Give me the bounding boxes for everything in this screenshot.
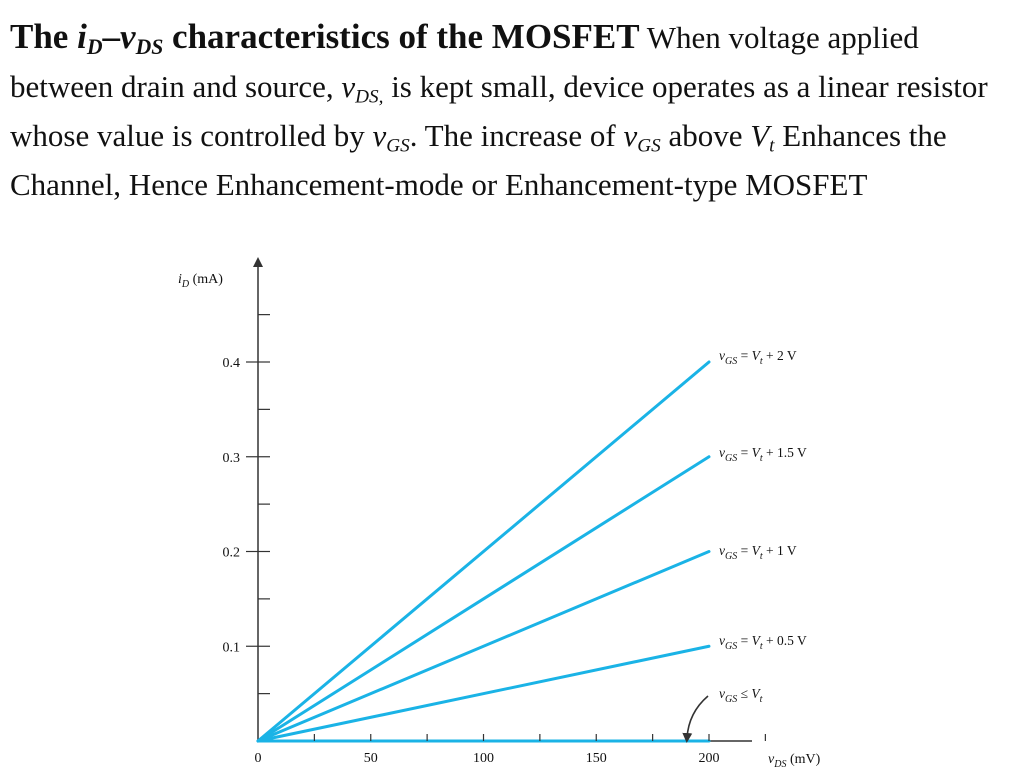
y-tick-label: 0.2 <box>223 546 241 561</box>
para-vgs-1: vGS <box>372 118 410 157</box>
y-tick-label: 0.4 <box>223 356 241 371</box>
para-increase: . The increase of <box>409 118 616 153</box>
series-label: vGS ≤ Vt <box>719 686 763 705</box>
slide-text: The iD–vDS characteristics of the MOSFET… <box>10 12 1010 209</box>
series-lines <box>256 360 711 743</box>
para-vds: vDS, <box>341 69 384 108</box>
series-line <box>256 644 711 743</box>
para-when: When voltage applied between drain and s… <box>10 20 919 104</box>
series-labels: vGS = Vt + 2 V vGS = Vt + 1.5 V vGS = Vt +… <box>719 348 807 705</box>
para-vgs-2: vGS <box>623 118 661 157</box>
para-mid: is kept small, device operates as a line… <box>10 69 988 153</box>
axes <box>253 257 752 742</box>
para-end: Enhances the Channel, Hence Enhancement-… <box>10 118 947 202</box>
x-tick-label: 100 <box>473 751 494 766</box>
series-label: vGS = Vt + 2 V <box>719 348 797 367</box>
para-vt: Vt <box>750 118 775 157</box>
series-label: vGS = Vt + 0.5 V <box>719 633 807 652</box>
y-tick-label: 0.1 <box>223 640 241 655</box>
x-tick-label: 150 <box>586 751 607 766</box>
title-v-sub: DS <box>135 35 164 60</box>
title-v: v <box>120 17 136 56</box>
cutoff-arrow <box>682 695 709 743</box>
title-dash: – <box>102 17 121 56</box>
x-tick-label: 50 <box>364 751 378 766</box>
title-suffix: characteristics of the MOSFET <box>172 17 640 56</box>
title-i: i <box>77 17 87 56</box>
y-axis-label: iD (mA) <box>178 272 223 290</box>
series-label: vGS = Vt + 1.5 V <box>719 445 807 464</box>
title-prefix: The <box>10 17 69 56</box>
y-tick-label: 0.3 <box>223 451 241 466</box>
series-line <box>256 455 711 743</box>
series-line <box>256 360 711 743</box>
x-tick-label: 0 <box>255 751 262 766</box>
series-label: vGS = Vt + 1 V <box>719 543 797 562</box>
axis-labels: iD (mA) vDS (mV) <box>178 272 821 768</box>
series-line <box>256 550 711 743</box>
ticks: 0.1 0.2 0.3 0.4 0 50 100 150 200 <box>223 314 766 766</box>
x-tick-label: 200 <box>699 751 720 766</box>
slide-title: The iD–vDS characteristics of the MOSFET <box>10 17 640 60</box>
para-above: above <box>668 118 743 153</box>
title-i-sub: D <box>86 35 103 60</box>
x-axis-label: vDS (mV) <box>768 752 821 768</box>
